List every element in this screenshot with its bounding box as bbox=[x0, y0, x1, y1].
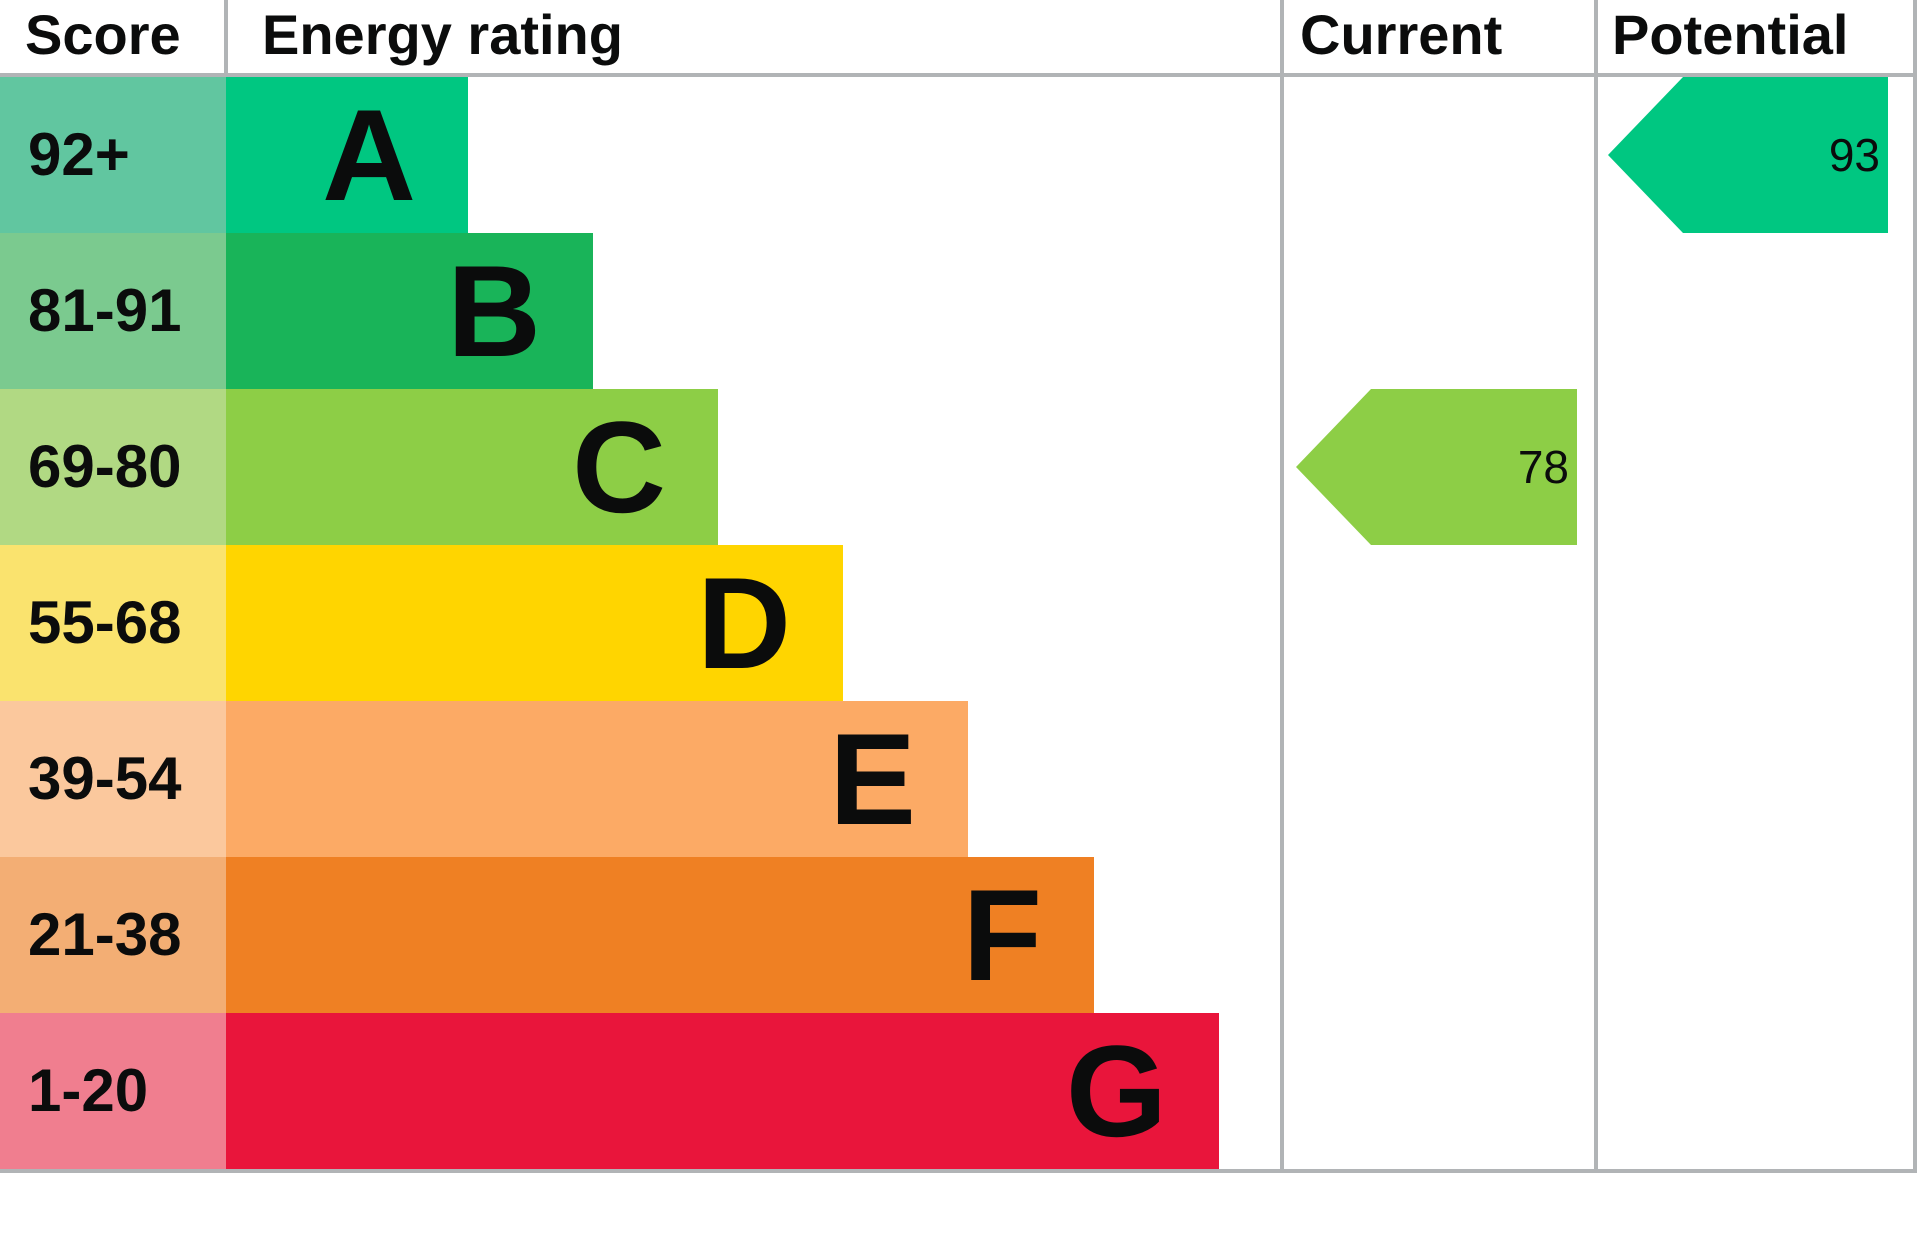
current-rating-value: 78 bbox=[1517, 441, 1569, 493]
score-range-a: 92+ bbox=[0, 77, 226, 233]
chart-bottom-line bbox=[0, 1169, 1917, 1173]
potential-rating-value: 93 bbox=[1828, 129, 1880, 181]
score-range-c: 69-80 bbox=[0, 389, 226, 545]
band-bar-g: G bbox=[226, 1013, 1219, 1169]
band-row-b: 81-91 B bbox=[0, 233, 1920, 389]
header-energy-rating: Energy rating bbox=[262, 3, 623, 66]
band-letter-e: E bbox=[829, 706, 916, 852]
band-bar-a: A bbox=[226, 77, 468, 233]
band-row-g: 1-20 G bbox=[0, 1013, 1920, 1169]
band-row-d: 55-68 D bbox=[0, 545, 1920, 701]
score-range-d: 55-68 bbox=[0, 545, 226, 701]
band-row-a: 92+ A bbox=[0, 77, 1920, 233]
current-column-divider bbox=[1280, 0, 1284, 1173]
score-range-e: 39-54 bbox=[0, 701, 226, 857]
score-range-f: 21-38 bbox=[0, 857, 226, 1013]
band-row-e: 39-54 E bbox=[0, 701, 1920, 857]
band-bar-b: B bbox=[226, 233, 593, 389]
score-column-divider bbox=[224, 0, 228, 73]
header-current: Current bbox=[1300, 3, 1503, 66]
band-letter-c: C bbox=[572, 394, 666, 540]
band-bar-d: D bbox=[226, 545, 843, 701]
score-range-b: 81-91 bbox=[0, 233, 226, 389]
band-bar-e: E bbox=[226, 701, 968, 857]
band-bar-f: F bbox=[226, 857, 1094, 1013]
band-row-c: 69-80 C bbox=[0, 389, 1920, 545]
potential-column-divider bbox=[1594, 0, 1598, 1173]
band-letter-f: F bbox=[962, 862, 1042, 1008]
header-score: Score bbox=[25, 3, 181, 66]
header-divider-line bbox=[0, 73, 1917, 77]
band-letter-b: B bbox=[447, 238, 541, 384]
chart-right-border bbox=[1913, 0, 1917, 1173]
band-letter-a: A bbox=[322, 82, 416, 228]
band-bar-c: C bbox=[226, 389, 718, 545]
band-letter-d: D bbox=[697, 550, 791, 696]
band-row-f: 21-38 F bbox=[0, 857, 1920, 1013]
score-range-g: 1-20 bbox=[0, 1013, 226, 1169]
band-letter-g: G bbox=[1065, 1018, 1167, 1164]
header-potential: Potential bbox=[1612, 3, 1849, 66]
